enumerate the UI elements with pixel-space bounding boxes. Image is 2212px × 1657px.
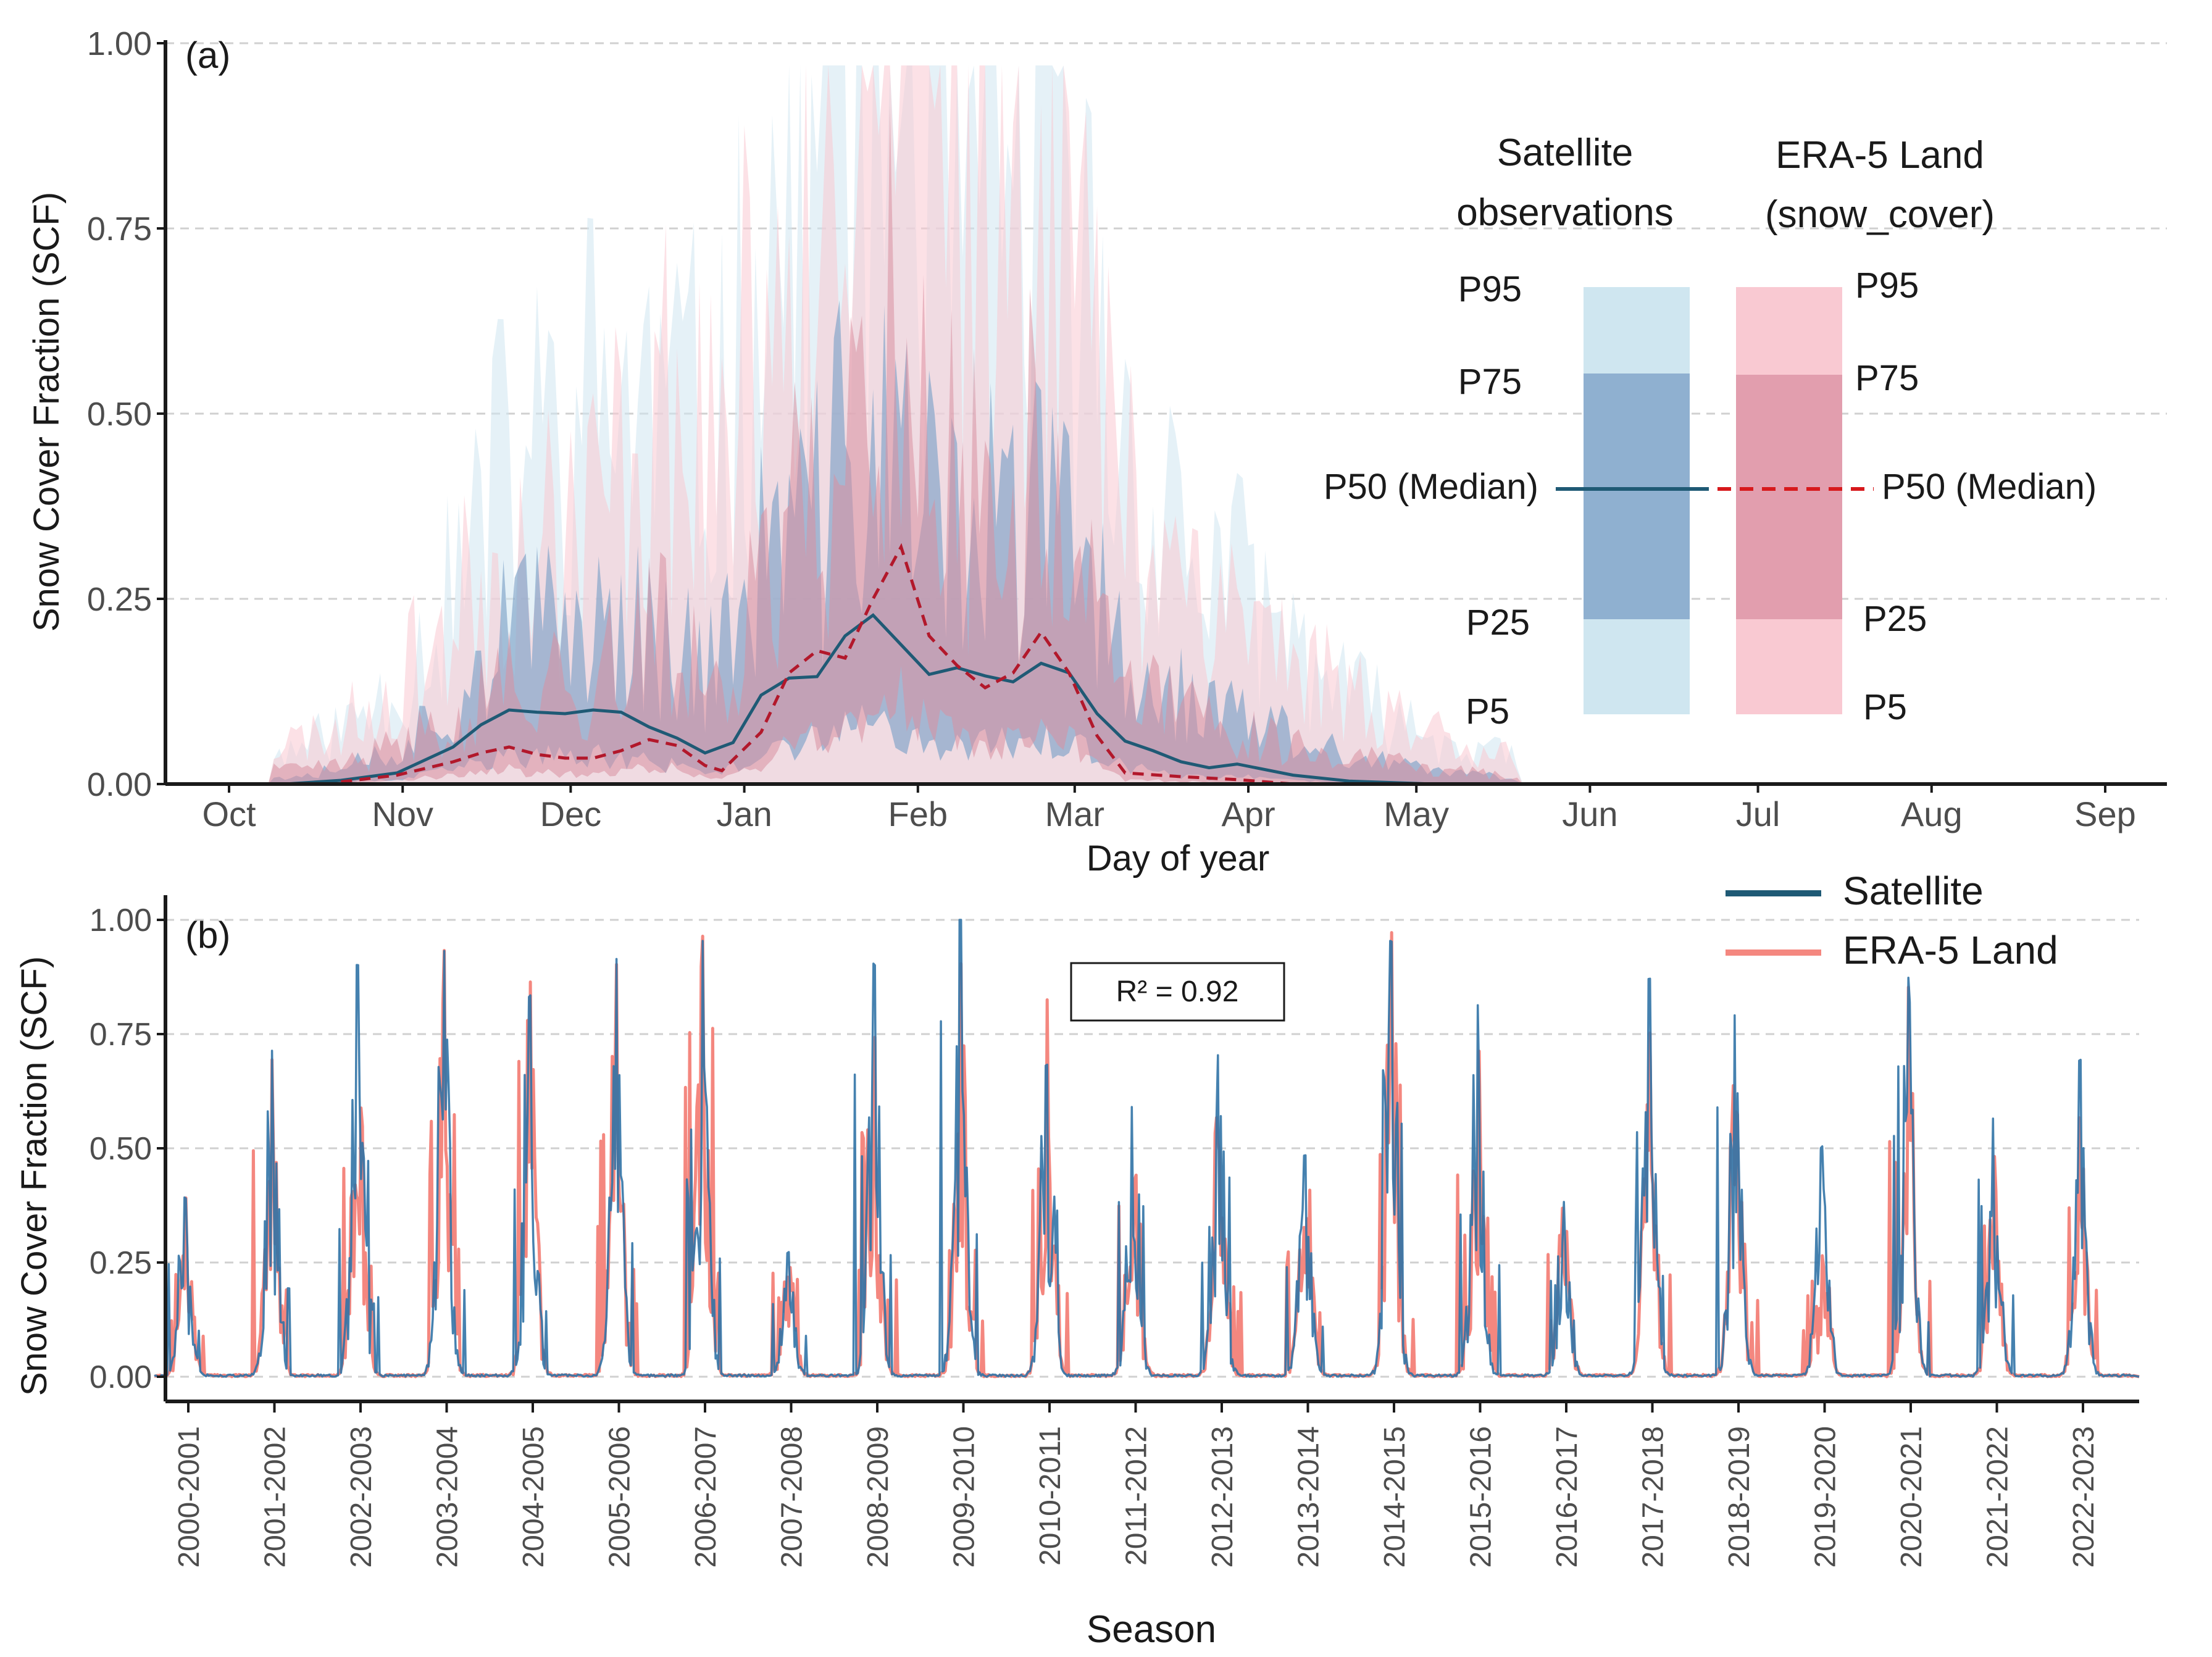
panel-a-y-tick-label: 0.75 (87, 211, 152, 248)
panel-a-x-tick-label: Feb (888, 795, 948, 833)
panel-a-x-tick-label: Jun (1562, 795, 1617, 833)
panel-a-snow-cover-climatology: 0.00 0.25 0.50 0.75 1.00 Oct Nov Dec Jan Feb Mar A… (27, 25, 2212, 879)
panel-b-x-tick-label: 2013-2014 (1293, 1426, 1325, 1568)
panel-a-x-tick-label: Jan (716, 795, 772, 833)
legend-era-p50: P50 (Median) (1882, 467, 2097, 507)
sat-p25-p75-band (229, 300, 2212, 784)
panel-b-x-tick-label: 2022-2023 (2068, 1426, 2100, 1568)
panel-a-y-tick-label: 0.50 (87, 396, 152, 433)
legend-era-label: ERA-5 Land (1843, 928, 2058, 972)
panel-b-x-tick-label: 2010-2011 (1034, 1426, 1067, 1566)
panel-a-x-ticks: Oct Nov Dec Jan Feb Mar Apr May Jun Jul Aug Sep (202, 784, 2136, 833)
panel-a-median-lines (285, 543, 1434, 786)
panel-a-y-tick-label: 0.25 (87, 581, 152, 618)
panel-b-x-tick-label: 2021-2022 (1982, 1426, 2014, 1568)
panel-a-percentile-bands (229, 65, 2212, 784)
panel-b-x-tick-label: 2004-2005 (517, 1426, 550, 1568)
panel-b-label: (b) (185, 914, 230, 956)
panel-b-x-tick-label: 2006-2007 (690, 1426, 722, 1568)
panel-a-y-ticks: 0.00 0.25 0.50 0.75 1.00 (87, 25, 165, 803)
r-squared-annotation: R² = 0.92 (1070, 962, 1285, 1022)
sat-median-line (285, 613, 1434, 786)
panel-b-series-lines (154, 919, 2140, 1379)
legend-sat-p25: P25 (1466, 603, 1530, 643)
panel-b-x-tick-label: 2011-2012 (1121, 1426, 1153, 1566)
r-squared-box (1070, 962, 1285, 1022)
legend-sat-p25-p75-swatch (1584, 374, 1690, 619)
panel-b-y-ticks: 0.00 0.25 0.50 0.75 1.00 (90, 903, 165, 1395)
panel-b-x-tick-label: 2000-2001 (173, 1426, 206, 1568)
panel-b-x-tick-label: 2020-2021 (1895, 1426, 1928, 1568)
legend-sat-p50: P50 (Median) (1324, 467, 1538, 507)
panel-a-legend: Satellite observations ERA-5 Land (snow_… (1324, 131, 2097, 732)
panel-a-y-tick-label: 1.00 (87, 25, 152, 62)
panel-a-y-tick-label: 0.00 (87, 766, 152, 803)
panel-b-x-tick-label: 2017-2018 (1637, 1426, 1670, 1568)
panel-b-y-tick-label: 0.75 (90, 1017, 152, 1053)
panel-a-axes (164, 40, 2167, 786)
panel-a-x-tick-label: Jul (1736, 795, 1780, 833)
panel-a-x-tick-label: Nov (372, 795, 433, 833)
panel-b-x-tick-label: 2012-2013 (1206, 1426, 1239, 1568)
legend-sat-p75: P75 (1458, 362, 1522, 402)
panel-a-x-axis-title: Day of year (1087, 838, 1270, 879)
panel-b-y-tick-label: 0.50 (90, 1131, 152, 1167)
panel-b-x-tick-label: 2002-2003 (345, 1426, 378, 1568)
panel-a-x-tick-label: Apr (1221, 795, 1275, 833)
panel-b-x-tick-label: 2009-2010 (948, 1426, 981, 1568)
panel-b-x-tick-label: 2019-2020 (1809, 1426, 1842, 1568)
legend-era-p25: P25 (1863, 599, 1927, 639)
legend-era-title-1: ERA-5 Land (1776, 134, 1984, 177)
panel-a-x-tick-label: Mar (1045, 795, 1104, 833)
panel-a-y-axis-title: Snow Cover Fraction (SCF) (27, 192, 67, 632)
legend-satellite-label: Satellite (1843, 869, 1984, 913)
panel-a-x-tick-label: Oct (202, 795, 256, 833)
panel-b-x-tick-label: 2016-2017 (1551, 1426, 1584, 1568)
panel-a-x-tick-label: Dec (540, 795, 602, 833)
era-median-line (341, 543, 1293, 786)
panel-b-x-tick-label: 2003-2004 (432, 1426, 464, 1568)
panel-b-snow-cover-timeseries: 0.000.250.500.751.00 2000-2001 2001-2002 2… (14, 869, 2140, 1651)
panel-b-legend: Satellite ERA-5 Land (1726, 869, 2058, 972)
panel-b-x-tick-label: 2008-2009 (862, 1426, 895, 1568)
panel-b-y-tick-label: 1.00 (90, 903, 152, 938)
legend-era-p25-p75-swatch (1736, 375, 1842, 619)
legend-sat-title-2: observations (1456, 191, 1674, 234)
panel-b-x-tick-label: 2018-2019 (1723, 1426, 1756, 1568)
r-squared-label: R² = 0.92 (1116, 975, 1239, 1008)
legend-era-title-2: (snow_cover) (1765, 193, 1995, 236)
panel-b-x-axis-title: Season (1087, 1608, 1216, 1651)
legend-sat-title-1: Satellite (1497, 131, 1634, 174)
panel-b-y-axis-title: Snow Cover Fraction (SCF) (14, 956, 54, 1396)
panel-a-label: (a) (185, 35, 230, 76)
legend-era-p75: P75 (1855, 358, 1919, 398)
panel-b-x-tick-label: 2014-2015 (1379, 1426, 1411, 1568)
panel-b-x-tick-label: 2007-2008 (776, 1426, 809, 1568)
sat-series-line (154, 919, 2140, 1378)
legend-sat-p5: P5 (1466, 691, 1509, 732)
legend-sat-p95: P95 (1458, 269, 1522, 309)
legend-era-p95: P95 (1855, 265, 1919, 306)
panel-b-y-tick-label: 0.00 (90, 1359, 152, 1395)
panel-b-x-tick-label: 2005-2006 (604, 1426, 636, 1568)
panel-b-x-tick-label: 2001-2002 (259, 1426, 292, 1568)
panel-a-x-tick-label: May (1384, 795, 1449, 833)
panel-b-y-tick-label: 0.25 (90, 1245, 152, 1281)
legend-era-p5: P5 (1863, 687, 1907, 727)
panel-b-x-tick-label: 2015-2016 (1465, 1426, 1498, 1568)
panel-b-x-ticks: 2000-2001 2001-2002 2002-2003 2003-2004 2004… (173, 1401, 2100, 1568)
panel-a-x-tick-label: Aug (1901, 795, 1963, 833)
panel-a-x-tick-label: Sep (2074, 795, 2136, 833)
